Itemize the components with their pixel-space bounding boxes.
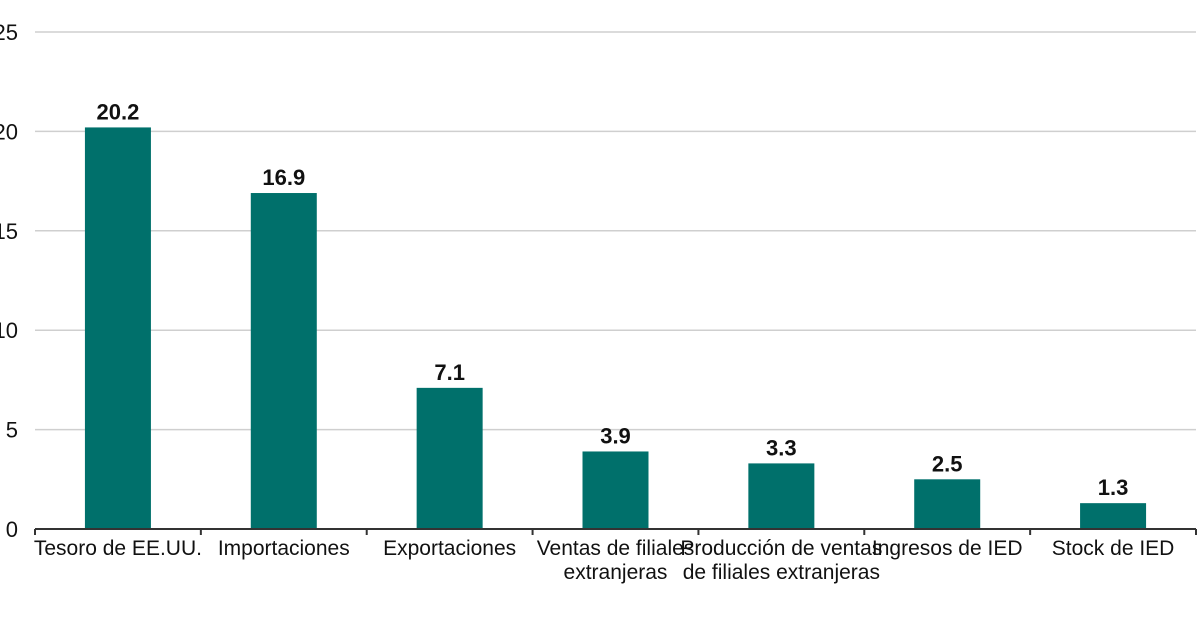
category-label: Tesoro de EE.UU.: [34, 537, 202, 560]
y-tick-label: 5: [6, 418, 18, 443]
data-label: 3.3: [766, 435, 797, 460]
y-tick-label: 10: [0, 318, 18, 343]
y-tick-label: 25: [0, 20, 18, 45]
y-tick-label: 0: [6, 517, 18, 542]
bar: [748, 463, 815, 529]
category-label: Producción de ventas: [680, 537, 882, 560]
data-label: 1.3: [1098, 475, 1129, 500]
y-axis-ticks: 0 5 10 15 20 25: [0, 20, 18, 542]
data-label: 16.9: [262, 165, 305, 190]
category-label: extranjeras: [564, 561, 668, 584]
category-label: Importaciones: [218, 537, 350, 560]
y-tick-label: 15: [0, 219, 18, 244]
data-label: 7.1: [434, 360, 465, 385]
bar: [914, 479, 981, 529]
data-label: 3.9: [600, 423, 631, 448]
bars: [84, 127, 1147, 529]
data-label: 2.5: [932, 451, 963, 476]
bar: [250, 193, 317, 529]
data-label: 20.2: [97, 99, 140, 124]
category-label: Ingresos de IED: [872, 537, 1023, 560]
category-label: Ventas de filiales: [537, 537, 695, 560]
gridlines: [35, 31, 1196, 431]
category-labels: Tesoro de EE.UU. Importaciones Exportacion…: [34, 537, 1174, 584]
data-labels: 20.2 16.9 7.1 3.9 3.3 2.5 1.3: [97, 99, 1129, 500]
bar: [416, 387, 483, 529]
category-label: Stock de IED: [1052, 537, 1175, 560]
category-label: Exportaciones: [383, 537, 516, 560]
bar: [84, 127, 151, 529]
y-tick-label: 20: [0, 119, 18, 144]
x-axis: [34, 528, 1197, 535]
bar: [582, 451, 649, 529]
bar: [1080, 503, 1147, 529]
category-label: de filiales extranjeras: [683, 561, 880, 584]
